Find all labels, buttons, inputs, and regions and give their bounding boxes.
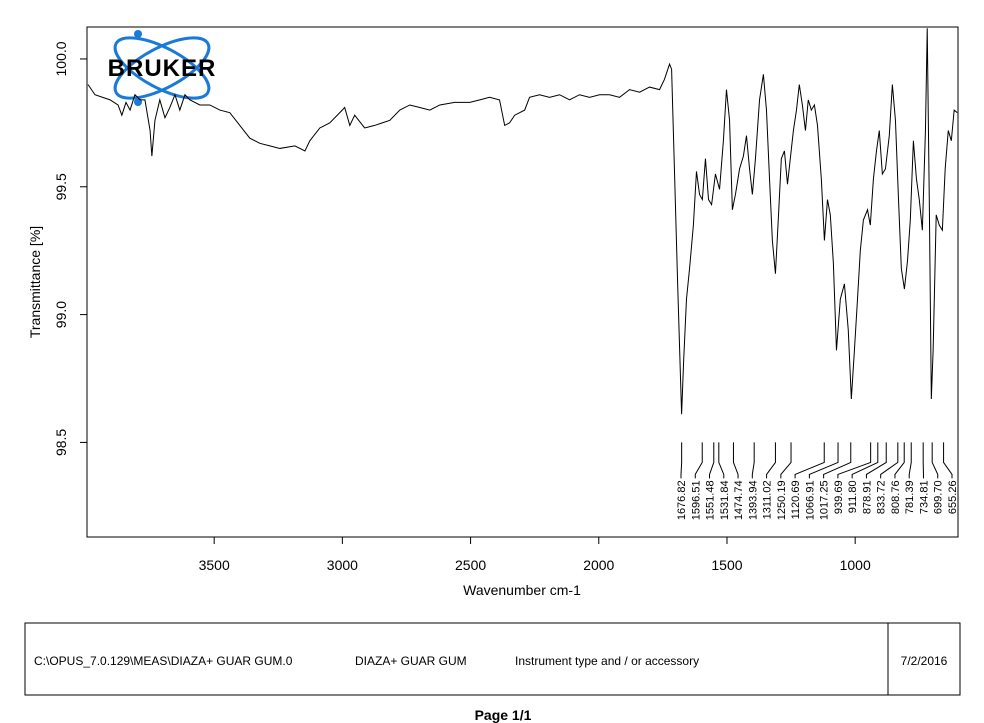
peak-label: 1250.19 <box>776 480 788 520</box>
peak-label: 878.91 <box>861 480 873 514</box>
logo-dot <box>134 30 142 38</box>
x-tick-label: 2000 <box>583 557 614 573</box>
footer-date: 7/2/2016 <box>901 654 948 668</box>
peak-label: 1474.74 <box>733 480 745 520</box>
peak-label: 1596.51 <box>690 480 702 520</box>
peak-leader <box>732 442 739 479</box>
peak-label: 1676.82 <box>676 480 688 520</box>
logo-orbit <box>113 36 211 100</box>
peak-leader <box>894 442 905 479</box>
peak-label: 1531.84 <box>719 480 731 520</box>
peak-label: 1551.48 <box>705 480 717 520</box>
y-tick-label: 99.5 <box>53 173 69 200</box>
peak-label: 1017.25 <box>819 480 831 520</box>
logo: BRUKER <box>108 30 217 106</box>
peak-label: 655.26 <box>947 480 959 514</box>
spectrum-line <box>87 28 958 415</box>
peak-label: 734.81 <box>918 480 930 514</box>
peak-leader <box>931 442 939 479</box>
y-axis-label: Transmittance [%] <box>27 226 43 338</box>
peak-leader <box>709 442 715 479</box>
logo-dot <box>134 98 142 106</box>
logo-text: BRUKER <box>108 55 217 82</box>
peak-label: 1311.02 <box>762 480 774 519</box>
logo-orbit <box>113 36 211 100</box>
peak-label: 699.70 <box>933 480 945 514</box>
x-tick-label: 1000 <box>840 557 871 573</box>
y-tick-label: 99.0 <box>53 301 69 328</box>
peak-leader <box>718 442 725 479</box>
x-axis-label: Wavenumber cm-1 <box>463 582 581 598</box>
peak-leader <box>808 442 839 479</box>
peak-leader <box>766 442 776 479</box>
peak-label: 911.80 <box>847 480 859 513</box>
peak-leader <box>837 442 872 479</box>
peak-leader <box>794 442 825 479</box>
x-tick-label: 3500 <box>199 557 230 573</box>
peak-leader <box>851 442 879 479</box>
peak-label: 1393.94 <box>747 480 759 520</box>
peak-leader <box>823 442 852 479</box>
peak-leader <box>908 442 912 479</box>
peak-leader <box>943 442 953 479</box>
page-number: Page 1/1 <box>475 707 532 723</box>
y-tick-label: 98.5 <box>53 429 69 456</box>
peak-leader <box>751 442 755 479</box>
x-tick-label: 3000 <box>327 557 358 573</box>
peak-leader <box>880 442 899 479</box>
peak-leader <box>780 442 792 479</box>
peak-label: 1066.91 <box>804 480 816 520</box>
peak-leader <box>694 442 703 479</box>
y-tick-label: 100.0 <box>53 41 69 76</box>
plot-frame <box>86 26 959 538</box>
peak-label: 939.69 <box>833 480 845 514</box>
peak-leader <box>680 442 683 479</box>
peak-label: 808.76 <box>890 480 902 514</box>
x-tick-label: 2500 <box>455 557 486 573</box>
x-tick-label: 1500 <box>711 557 742 573</box>
footer-sample: DIAZA+ GUAR GUM <box>355 654 467 668</box>
peak-label: 781.39 <box>904 480 916 514</box>
peak-leader <box>865 442 887 479</box>
footer-instrument: Instrument type and / or accessory <box>515 654 699 668</box>
footer-file: C:\OPUS_7.0.129\MEAS\DIAZA+ GUAR GUM.0 <box>34 654 293 668</box>
peak-label: 1120.69 <box>790 480 802 519</box>
peak-label: 833.72 <box>876 480 888 514</box>
footer-box <box>24 622 961 696</box>
